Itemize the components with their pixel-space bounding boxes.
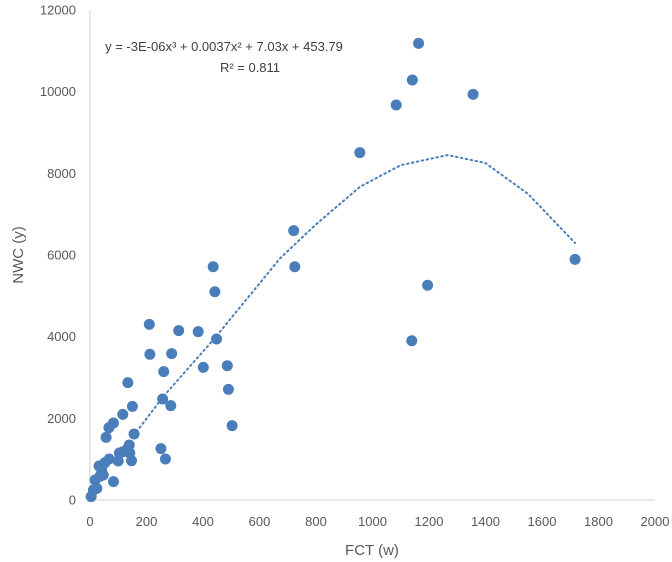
y-tick-label: 10000	[40, 84, 76, 99]
data-point	[144, 348, 156, 360]
data-point	[192, 326, 204, 338]
data-point	[157, 393, 169, 405]
data-point	[289, 261, 301, 273]
data-point	[197, 361, 209, 373]
y-tick-label: 2000	[47, 411, 76, 426]
data-point	[126, 455, 138, 467]
y-tick-label: 8000	[47, 166, 76, 181]
data-point	[226, 420, 238, 432]
x-tick-label: 1200	[415, 514, 444, 529]
data-point	[209, 286, 221, 298]
trendline	[135, 153, 577, 433]
trendline-equation: y = -3E-06x³ + 0.0037x² + 7.03x + 453.79	[105, 39, 343, 54]
y-tick-label: 0	[69, 493, 76, 508]
data-point	[288, 225, 300, 237]
data-point	[173, 325, 185, 337]
data-point	[207, 261, 219, 273]
data-point	[467, 88, 479, 100]
x-tick-label: 1000	[358, 514, 387, 529]
r-squared-label: R² = 0.811	[220, 60, 280, 75]
data-point	[221, 360, 233, 372]
x-tick-label: 800	[305, 514, 327, 529]
data-point	[107, 476, 119, 488]
data-point	[406, 74, 418, 86]
data-point	[85, 491, 97, 503]
data-point	[128, 428, 140, 440]
data-point	[413, 37, 425, 49]
data-point	[159, 453, 171, 465]
y-tick-label: 12000	[40, 3, 76, 18]
y-tick-label: 4000	[47, 329, 76, 344]
data-point	[211, 333, 223, 345]
y-axis-title: NWC (y)	[10, 226, 27, 283]
data-point	[126, 400, 138, 412]
data-point	[354, 147, 366, 159]
data-point	[155, 443, 167, 455]
x-tick-label: 400	[192, 514, 214, 529]
data-point	[122, 377, 134, 389]
data-point	[89, 474, 101, 486]
data-point	[406, 335, 418, 347]
x-tick-label: 200	[136, 514, 158, 529]
data-point	[390, 99, 402, 111]
data-point	[166, 348, 178, 360]
x-tick-label: 0	[86, 514, 93, 529]
data-point	[158, 366, 170, 378]
x-tick-label: 1400	[471, 514, 500, 529]
data-point	[143, 318, 155, 330]
data-point	[165, 400, 177, 412]
data-point	[112, 455, 124, 467]
data-point	[96, 464, 108, 476]
x-axis-title: FCT (w)	[345, 542, 399, 559]
data-point	[117, 408, 129, 420]
data-point	[422, 279, 434, 291]
data-point	[100, 431, 112, 443]
x-tick-label: 2000	[641, 514, 670, 529]
x-tick-label: 1600	[528, 514, 557, 529]
data-point	[569, 253, 581, 265]
data-point	[222, 383, 234, 395]
data-point	[103, 422, 115, 434]
y-tick-label: 6000	[47, 248, 76, 263]
x-tick-label: 600	[249, 514, 271, 529]
x-tick-label: 1800	[584, 514, 613, 529]
